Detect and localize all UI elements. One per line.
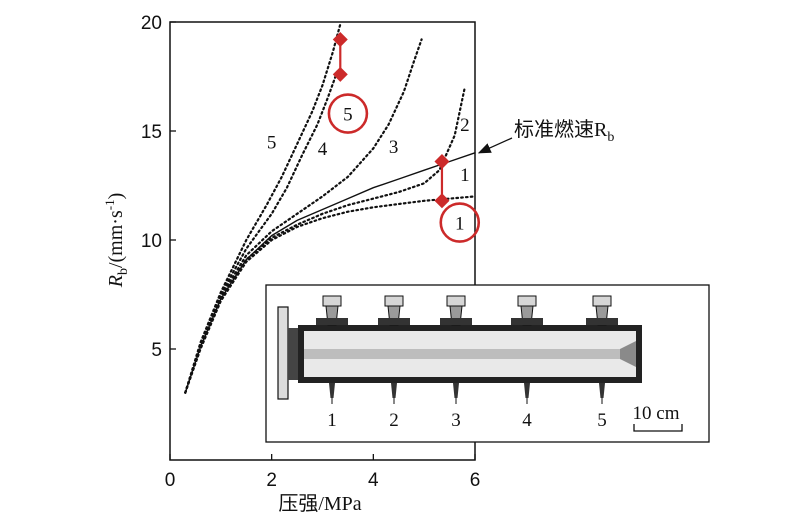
transducer-cap <box>592 295 612 307</box>
y-tick-label: 10 <box>141 231 162 252</box>
curve-number-4: 4 <box>318 139 328 160</box>
motor-inset: 1 2 3 4 5 10 cm <box>265 284 710 443</box>
inset-stations: 1 2 3 4 5 <box>316 295 618 431</box>
red-diamond-marker <box>332 66 348 82</box>
curve-numbers: 5 4 3 2 1 <box>267 115 470 186</box>
bottom-probe <box>391 383 397 398</box>
x-tick-label: 4 <box>368 470 379 491</box>
curve-number-2: 2 <box>460 115 470 136</box>
station-label-3: 3 <box>451 410 461 431</box>
bottom-probe <box>453 383 459 398</box>
transducer-flange <box>511 318 543 325</box>
curve-number-1: 1 <box>460 165 470 186</box>
station-label-1: 1 <box>327 410 337 431</box>
y-tick-label: 20 <box>141 13 162 34</box>
x-axis-label: 压强/MPa <box>278 493 361 515</box>
series-standard-line <box>184 152 476 394</box>
y-tick-label: 5 <box>151 340 162 361</box>
circled-label-1: 1 <box>455 214 465 235</box>
curve-number-3: 3 <box>389 137 399 158</box>
bottom-probe <box>524 383 530 398</box>
station-label-5: 5 <box>597 410 607 431</box>
head-end <box>277 306 289 400</box>
circled-marker-ring <box>439 202 481 243</box>
transducer-cap <box>517 295 537 307</box>
y-axis-label: Rb/(mm·s-1) <box>102 193 131 289</box>
bottom-probe <box>599 383 605 398</box>
plot-frame <box>169 21 476 461</box>
transducer-flange <box>586 318 618 325</box>
x-tick-label: 0 <box>165 470 176 491</box>
scale-bar <box>633 424 683 432</box>
circled-marker-ring <box>327 93 369 134</box>
transducer-flange <box>316 318 348 325</box>
nozzle <box>620 341 636 367</box>
series-layer <box>184 23 477 394</box>
x-tick-label: 2 <box>266 470 277 491</box>
transducer-flange <box>378 318 410 325</box>
standard-rate-annotation: 标准燃速Rb <box>477 118 614 154</box>
station-label-4: 4 <box>522 410 532 431</box>
transducer-cap <box>384 295 404 307</box>
circled-label-5: 5 <box>343 105 353 126</box>
transducer-cap <box>446 295 466 307</box>
station-label-2: 2 <box>389 410 399 431</box>
circled-labels: 51 <box>327 93 481 243</box>
x-tick-label: 6 <box>470 470 481 491</box>
transducer-flange <box>440 318 472 325</box>
curve-number-5: 5 <box>267 132 277 153</box>
bottom-probe <box>329 383 335 398</box>
annotation-arrow <box>477 137 513 154</box>
transducer-cap <box>322 295 342 307</box>
y-tick-label: 15 <box>141 122 162 143</box>
head-plate <box>288 328 300 380</box>
port <box>304 349 620 359</box>
red-markers <box>332 31 450 209</box>
annotation-text: 标准燃速Rb <box>514 118 614 145</box>
red-diamond-marker <box>434 193 450 209</box>
scale-label: 10 cm <box>633 403 680 424</box>
red-diamond-marker <box>332 31 348 47</box>
series-1-line <box>184 195 477 394</box>
red-diamond-marker <box>434 154 450 170</box>
series-5-line <box>184 23 342 394</box>
